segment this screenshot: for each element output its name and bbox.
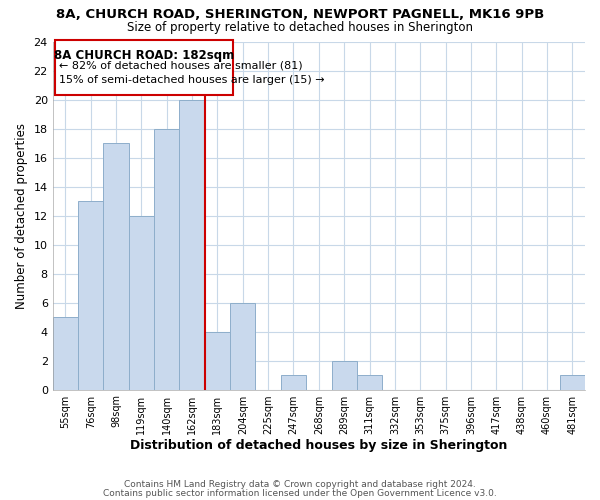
Bar [154, 128, 179, 390]
Bar [78, 201, 103, 390]
Text: Size of property relative to detached houses in Sherington: Size of property relative to detached ho… [127, 21, 473, 34]
Y-axis label: Number of detached properties: Number of detached properties [15, 122, 28, 308]
Bar [129, 216, 154, 390]
Text: Contains public sector information licensed under the Open Government Licence v3: Contains public sector information licen… [103, 490, 497, 498]
Bar [205, 332, 230, 390]
Bar [230, 302, 256, 390]
Bar [281, 375, 306, 390]
FancyBboxPatch shape [55, 40, 233, 95]
Bar [179, 100, 205, 390]
Bar [332, 360, 357, 390]
Bar [103, 143, 129, 390]
Bar [53, 317, 78, 390]
Text: ← 82% of detached houses are smaller (81): ← 82% of detached houses are smaller (81… [59, 60, 302, 70]
Text: 15% of semi-detached houses are larger (15) →: 15% of semi-detached houses are larger (… [59, 75, 325, 85]
Text: Contains HM Land Registry data © Crown copyright and database right 2024.: Contains HM Land Registry data © Crown c… [124, 480, 476, 489]
Bar [560, 375, 585, 390]
Text: 8A, CHURCH ROAD, SHERINGTON, NEWPORT PAGNELL, MK16 9PB: 8A, CHURCH ROAD, SHERINGTON, NEWPORT PAG… [56, 8, 544, 20]
X-axis label: Distribution of detached houses by size in Sherington: Distribution of detached houses by size … [130, 440, 508, 452]
Text: 8A CHURCH ROAD: 182sqm: 8A CHURCH ROAD: 182sqm [54, 49, 234, 62]
Bar [357, 375, 382, 390]
